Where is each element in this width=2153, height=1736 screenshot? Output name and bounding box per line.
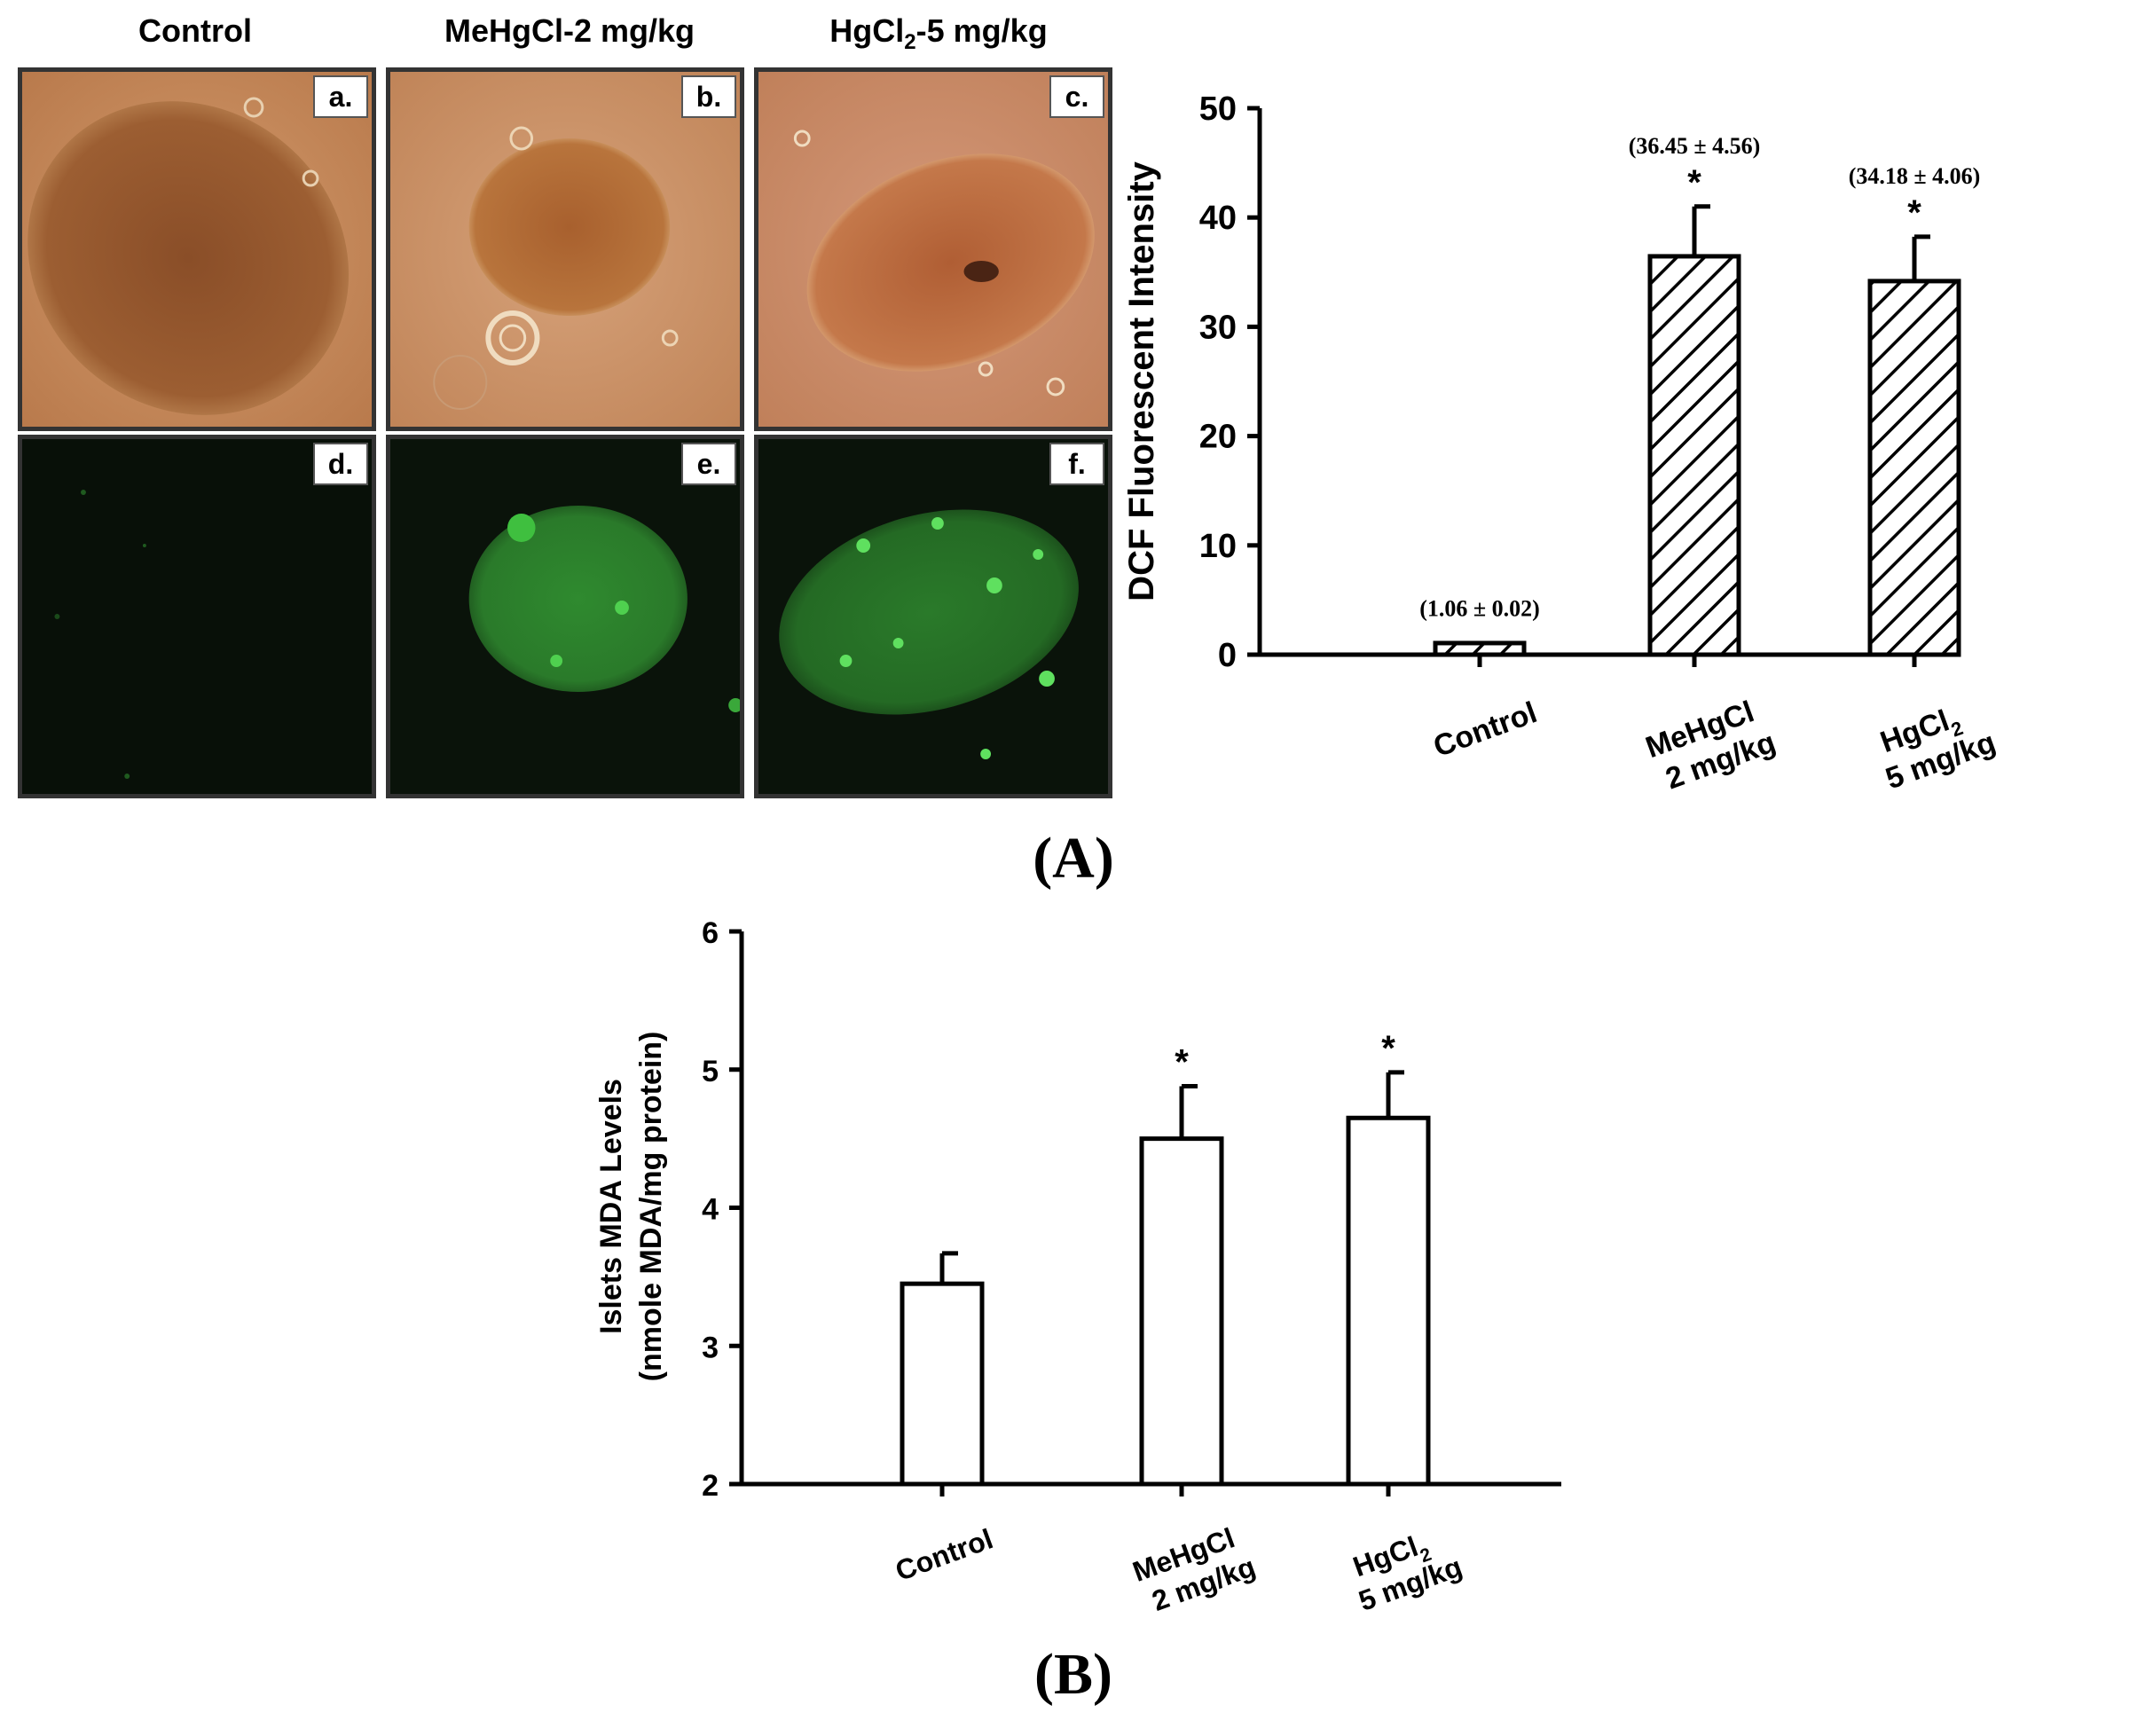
y-tick-label: 40: [1199, 200, 1237, 237]
significance-star-1: *: [1175, 1042, 1189, 1081]
column-header-hgcl2-sub: 2: [904, 30, 916, 55]
y-axis-label: DCF Fluorescent Intensity: [1122, 161, 1161, 601]
significance-star-2: *: [1907, 193, 1921, 232]
micrograph-f-image: [758, 439, 1108, 794]
category-label-line2: 5 mg/kg: [1355, 1551, 1466, 1617]
y-tick-label: 4: [702, 1193, 719, 1227]
panel-letter-e: e.: [681, 443, 736, 485]
panel-letter-f: f.: [1049, 443, 1104, 485]
value-annotation-2: (34.18 ± 4.06): [1849, 163, 1981, 189]
y-axis-label-line1: Islets MDA Levels: [594, 1079, 628, 1334]
micrograph-b-image: [390, 72, 740, 427]
value-annotation-1: (36.45 ± 4.56): [1629, 133, 1761, 159]
panel-letter-b: b.: [681, 75, 736, 118]
bar-0: [900, 1281, 985, 1487]
y-tick-label: 50: [1199, 90, 1237, 128]
panel-letter-c: c.: [1049, 75, 1104, 118]
column-header-mehgcl: MeHgCl-2 mg/kg: [444, 12, 695, 49]
category-label-line1: Control: [1429, 695, 1542, 764]
bar-2: [1346, 1115, 1431, 1487]
bar-0: [1433, 640, 1527, 657]
column-header-control: Control: [138, 12, 252, 49]
significance-star-1: *: [1687, 163, 1701, 202]
micrograph-e: e.: [386, 435, 744, 798]
category-label-line1: HgCl2: [1876, 700, 1966, 766]
micrograph-a-image: [22, 72, 372, 427]
category-label-line1: Control: [892, 1522, 997, 1587]
y-tick-label: 20: [1199, 419, 1237, 456]
y-axis-label-line2: (nmole MDA/mg protein): [634, 1032, 668, 1382]
bar-1: [1647, 254, 1741, 657]
micrograph-c: c.: [754, 67, 1112, 431]
figure-label-b: (B): [1034, 1642, 1112, 1707]
column-header-hgcl2-pre: HgCl: [829, 12, 905, 49]
panel-letter-a: a.: [313, 75, 368, 118]
micrograph-c-image: [758, 72, 1108, 427]
category-label-0: Control: [1429, 695, 1542, 764]
y-tick-label: 0: [1218, 637, 1237, 674]
micrograph-e-image: [390, 439, 740, 794]
y-tick-label: 2: [702, 1469, 719, 1503]
category-label-line1: MeHgCl: [1128, 1521, 1238, 1588]
category-label-line1: MeHgCl: [1641, 695, 1758, 765]
micrograph-b: b.: [386, 67, 744, 431]
value-annotation-0: (1.06 ± 0.02): [1419, 596, 1540, 622]
category-label-line2: 2 mg/kg: [1662, 726, 1780, 797]
panel-letter-d: d.: [313, 443, 368, 485]
category-label-subscript: 2: [1948, 717, 1966, 742]
column-header-hgcl2-post: -5 mg/kg: [915, 12, 1048, 49]
category-label-line2: 5 mg/kg: [1882, 726, 2000, 797]
y-tick-label: 10: [1199, 528, 1237, 565]
micrograph-f: f.: [754, 435, 1112, 798]
y-tick-label: 30: [1199, 309, 1237, 346]
category-label-subscript: 2: [1418, 1544, 1434, 1567]
micrograph-a: a.: [18, 67, 376, 431]
y-tick-label: 5: [702, 1055, 719, 1088]
bar-1: [1139, 1136, 1224, 1487]
micrograph-d: d.: [18, 435, 376, 798]
column-header-hgcl2: HgCl2-5 mg/kg: [752, 12, 1125, 57]
figure-label-a: (A): [1033, 826, 1114, 891]
y-tick-label: 6: [702, 916, 719, 950]
significance-star-2: *: [1381, 1029, 1395, 1068]
bar-2: [1867, 279, 1961, 657]
category-label-line1: HgCl2: [1349, 1527, 1434, 1590]
category-label-line2: 2 mg/kg: [1148, 1551, 1260, 1617]
y-tick-label: 3: [702, 1331, 719, 1364]
micrograph-d-image: [22, 439, 372, 794]
category-label-0: Control: [892, 1522, 997, 1587]
